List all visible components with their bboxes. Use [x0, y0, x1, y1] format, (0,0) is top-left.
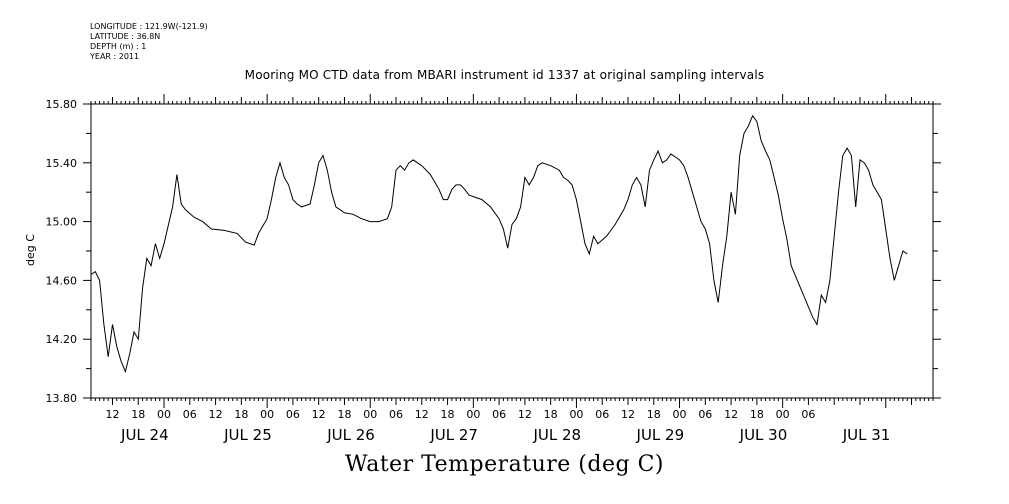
- date-label: JUL 30: [739, 426, 788, 444]
- x-tick-label: 12: [415, 408, 429, 421]
- x-tick-label: 18: [647, 408, 661, 421]
- x-tick-labels: 12 18 00 06 12 18 00 06 12 18 00 06 12 18 00 06 12 18 00 06…: [105, 408, 815, 421]
- x-tick-label: 12: [621, 408, 635, 421]
- x-tick-label: 00: [776, 408, 790, 421]
- x-tick-label: 18: [750, 408, 764, 421]
- x-tick-label: 12: [312, 408, 326, 421]
- tick-marks: [83, 94, 941, 408]
- x-tick-label: 06: [492, 408, 506, 421]
- year-text: YEAR : 2011: [90, 52, 140, 61]
- date-label: JUL 27: [429, 426, 478, 444]
- x-tick-label: 06: [389, 408, 403, 421]
- chart-title: Mooring MO CTD data from MBARI instrumen…: [244, 68, 765, 82]
- x-tick-label: 18: [544, 408, 558, 421]
- x-tick-label: 12: [209, 408, 223, 421]
- x-tick-label: 00: [466, 408, 480, 421]
- longitude-text: LONGITUDE : 121.9W(-121.9): [90, 22, 208, 31]
- date-label: JUL 29: [636, 426, 685, 444]
- x-tick-label: 12: [105, 408, 119, 421]
- y-tick-label: 15.40: [46, 157, 78, 170]
- date-labels: JUL 24 JUL 25 JUL 26 JUL 27 JUL 28 JUL 29 JUL …: [120, 426, 890, 444]
- x-tick-label: 18: [441, 408, 455, 421]
- y-tick-label: 14.60: [46, 274, 78, 287]
- x-tick-label: 06: [183, 408, 197, 421]
- x-tick-label: 06: [801, 408, 815, 421]
- latitude-text: LATITUDE : 36.8N: [90, 32, 161, 41]
- x-tick-label: 12: [518, 408, 532, 421]
- y-tick-label: 15.00: [46, 216, 78, 229]
- date-label: JUL 26: [326, 426, 375, 444]
- plot-frame: [90, 103, 934, 399]
- x-tick-label: 18: [337, 408, 351, 421]
- x-tick-label: 00: [569, 408, 583, 421]
- axes-frame: [90, 103, 934, 399]
- x-tick-label: 00: [260, 408, 274, 421]
- x-tick-label: 06: [698, 408, 712, 421]
- x-tick-label: 06: [286, 408, 300, 421]
- x-tick-label: 18: [234, 408, 248, 421]
- series-line: [90, 114, 908, 374]
- variable-title: Water Temperature (deg C): [345, 452, 664, 477]
- y-tick-labels: 13.80 14.20 14.60 15.00 15.40 15.80: [46, 98, 78, 405]
- date-label: JUL 31: [842, 426, 891, 444]
- y-axis-label: deg C: [24, 234, 37, 266]
- x-tick-label: 00: [157, 408, 171, 421]
- x-tick-label: 00: [363, 408, 377, 421]
- date-label: JUL 24: [120, 426, 169, 444]
- x-tick-label: 06: [595, 408, 609, 421]
- date-label: JUL 28: [532, 426, 581, 444]
- x-tick-label: 00: [673, 408, 687, 421]
- depth-text: DEPTH (m) : 1: [90, 42, 147, 51]
- x-tick-label: 18: [131, 408, 145, 421]
- metadata-block: LONGITUDE : 121.9W(-121.9) LATITUDE : 36…: [90, 22, 208, 62]
- y-tick-label: 15.80: [46, 98, 78, 111]
- y-tick-label: 13.80: [46, 392, 78, 405]
- date-label: JUL 25: [223, 426, 272, 444]
- x-tick-label: 12: [724, 408, 738, 421]
- y-tick-label: 14.20: [46, 333, 78, 346]
